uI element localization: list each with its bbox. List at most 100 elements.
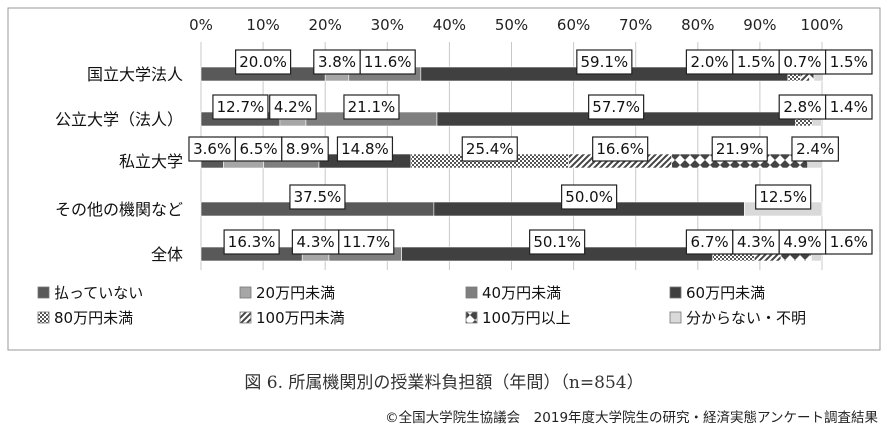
data-label-box <box>711 136 768 162</box>
x-tick-label: 60% <box>557 16 590 34</box>
category-label: その他の機関など <box>55 200 183 219</box>
legend-swatch <box>465 286 478 299</box>
data-label: 59.1% <box>581 53 629 71</box>
data-label-box <box>576 49 633 75</box>
data-label-box <box>685 49 734 75</box>
data-label: 4.2% <box>274 98 312 116</box>
data-label: 21.1% <box>348 98 396 116</box>
legend-swatch <box>239 311 252 324</box>
figure-caption: 図 6. 所属機関別の授業料負担額（年間）（n=854） <box>244 373 644 393</box>
x-tick-label: 50% <box>495 16 528 34</box>
data-label-box <box>529 229 586 255</box>
data-label: 4.3% <box>737 233 775 251</box>
data-label-box <box>755 184 812 210</box>
legend-label: 60万円未満 <box>686 284 765 302</box>
legend-label: 100万円未満 <box>256 309 345 327</box>
x-tick-label: 80% <box>681 16 714 34</box>
data-label: 11.6% <box>364 53 412 71</box>
legend-label: 40万円未満 <box>482 284 561 302</box>
data-label: 37.5% <box>294 188 342 206</box>
legend-label: 100万円以上 <box>482 309 571 327</box>
data-label-box <box>281 136 329 162</box>
data-label-box <box>685 229 734 255</box>
data-label: 16.6% <box>596 140 644 158</box>
x-tick-label: 20% <box>309 16 342 34</box>
data-label: 12.5% <box>759 188 807 206</box>
data-label: 6.5% <box>240 140 278 158</box>
data-label: 21.9% <box>716 140 764 158</box>
x-tick-label: 30% <box>371 16 404 34</box>
data-label-box <box>824 49 873 75</box>
legend: 払っていない 20万円未満 40万円未満 60万円未満 80万円未満 100万円未満 100… <box>37 284 806 327</box>
legend-label: 分からない・不明 <box>686 309 806 327</box>
data-label: 50.1% <box>533 233 581 251</box>
x-tick-label: 100% <box>801 16 844 34</box>
data-label: 3.6% <box>193 140 231 158</box>
data-label-box <box>778 94 827 120</box>
legend-label: 払っていない <box>54 284 143 302</box>
data-label: 2.8% <box>783 98 821 116</box>
data-label: 8.9% <box>286 140 324 158</box>
data-label: 2.0% <box>691 53 729 71</box>
data-label: 1.4% <box>830 98 868 116</box>
data-label-box <box>269 94 317 120</box>
category-label: 全体 <box>151 245 183 264</box>
chart: 0% 10% 20% 30% 40% 50% 60% 70% 80% 90% 100% 国立大学法人… <box>7 7 881 351</box>
x-axis-ticks: 0% 10% 20% 30% 40% 50% 60% 70% 80% 90% 100% <box>189 16 843 34</box>
category-label: 公立大学（法人） <box>55 110 183 129</box>
data-label-box <box>223 229 280 255</box>
data-label-box <box>291 229 340 255</box>
data-label-box <box>791 136 839 162</box>
data-label-box <box>561 184 618 210</box>
data-labels: 20.0% 3.8% 11.6% 59.1% 2.0% 1.5% 0.7% 1.5% 12.7%… <box>188 49 873 255</box>
data-label: 20.0% <box>239 53 287 71</box>
data-label-box <box>359 49 416 75</box>
x-tick-label: 0% <box>189 16 213 34</box>
data-label: 6.7% <box>691 233 729 251</box>
data-label-box <box>212 94 269 120</box>
data-label: 57.7% <box>592 98 640 116</box>
legend-swatch <box>37 311 50 324</box>
data-label: 11.7% <box>342 233 390 251</box>
legend-swatch <box>465 311 478 324</box>
data-label: 3.8% <box>318 53 356 71</box>
data-label-box <box>778 49 827 75</box>
data-label-box <box>461 136 518 162</box>
data-label-box <box>732 229 780 255</box>
data-label-box <box>336 136 394 162</box>
data-label: 1.5% <box>830 53 868 71</box>
data-label-box <box>732 49 780 75</box>
data-label: 2.4% <box>796 140 834 158</box>
data-label: 4.9% <box>783 233 821 251</box>
data-label-box <box>592 136 649 162</box>
legend-swatch <box>37 286 50 299</box>
x-tick-label: 70% <box>619 16 652 34</box>
legend-swatch <box>239 286 252 299</box>
data-label-box <box>313 49 361 75</box>
data-label-box <box>824 94 873 120</box>
legend-label: 80万円未満 <box>54 309 133 327</box>
x-tick-label: 40% <box>433 16 466 34</box>
data-label: 14.8% <box>341 140 389 158</box>
legend-swatch <box>669 311 682 324</box>
data-label: 1.6% <box>830 233 868 251</box>
legend-swatch <box>669 286 682 299</box>
data-label: 25.4% <box>466 140 514 158</box>
data-label-box <box>234 136 283 162</box>
data-label-box <box>343 94 400 120</box>
data-label: 0.7% <box>783 53 821 71</box>
data-label: 1.5% <box>737 53 775 71</box>
data-label: 12.7% <box>217 98 265 116</box>
category-label: 国立大学法人 <box>87 65 183 84</box>
data-label-box <box>824 229 873 255</box>
data-label: 16.3% <box>228 233 276 251</box>
copyright-note: ©全国大学院生協議会 2019年度大学院生の研究・経済実態アンケート調査結果 <box>385 410 878 426</box>
x-tick-label: 10% <box>246 16 279 34</box>
data-label-box <box>235 49 292 75</box>
data-label-box <box>588 94 645 120</box>
category-label: 私立大学 <box>119 152 183 171</box>
legend-label: 20万円未満 <box>256 284 335 302</box>
data-label: 4.3% <box>297 233 335 251</box>
data-label-box <box>188 136 236 162</box>
